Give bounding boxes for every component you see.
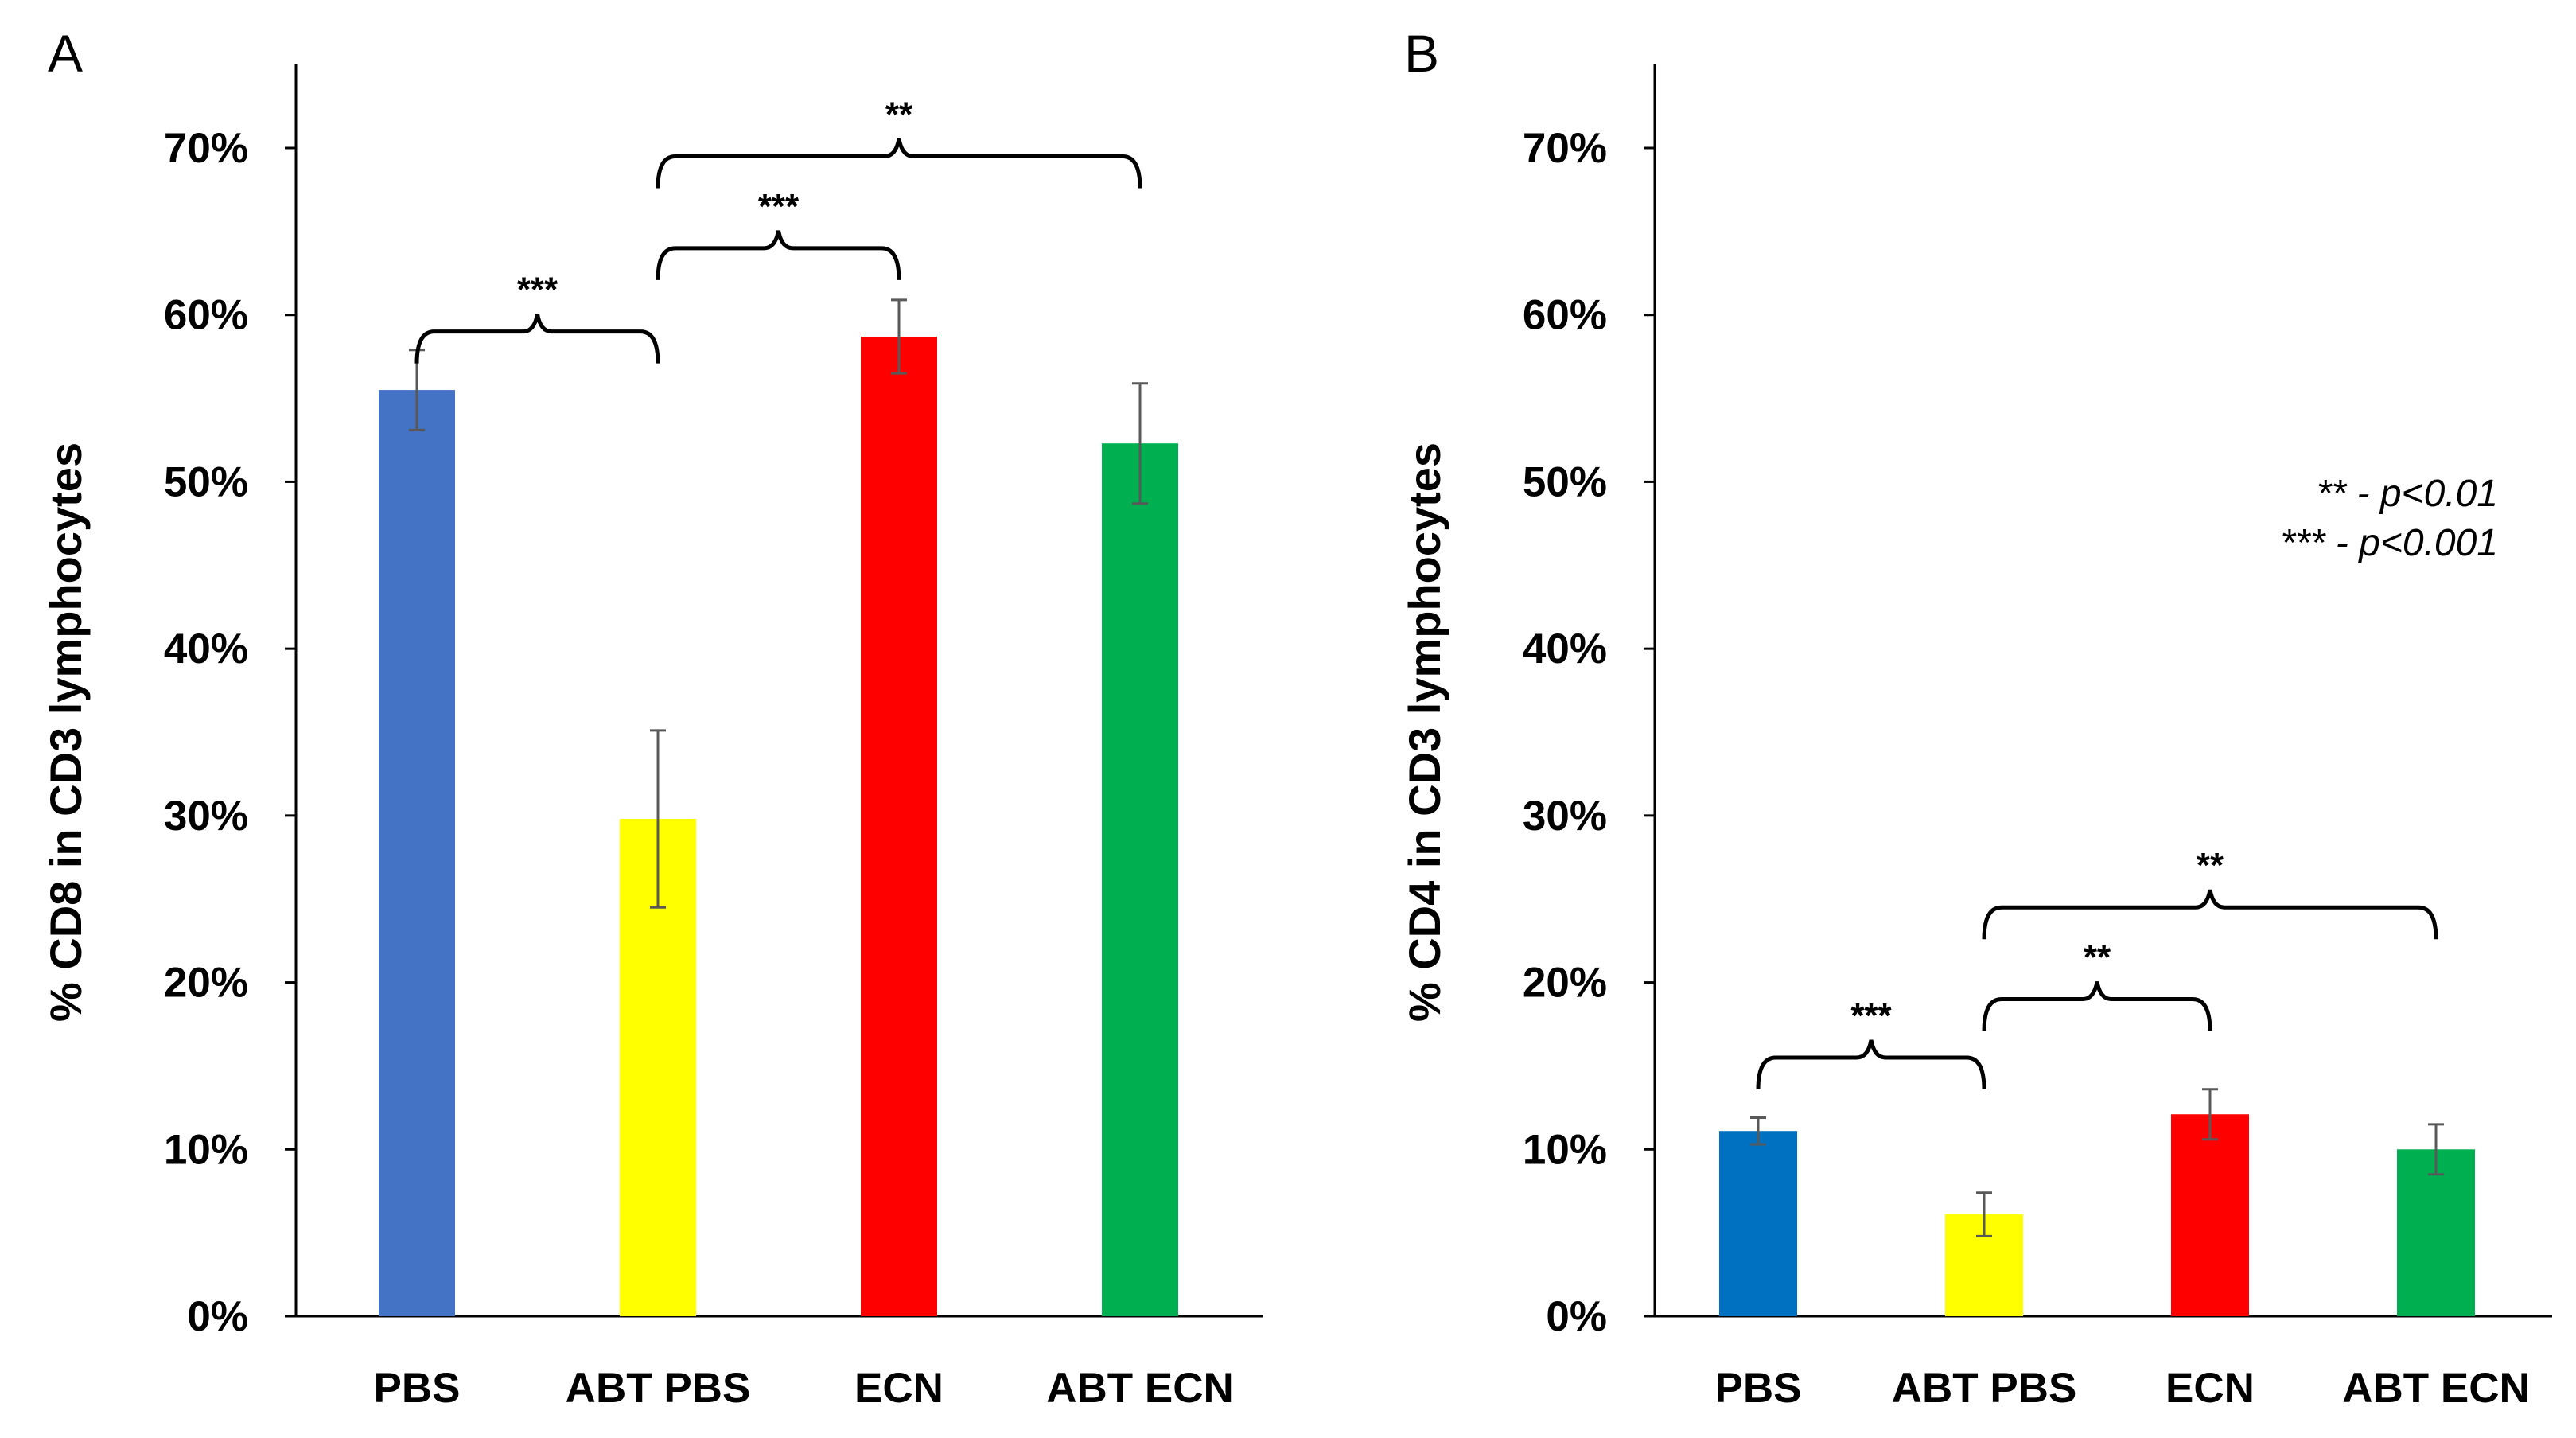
panel-a-bar-abt-ecn bbox=[1102, 443, 1178, 1316]
panel-a-y-tick-label: 30% bbox=[164, 793, 248, 840]
panel-b-legend-entry: ** - p<0.01 bbox=[2317, 473, 2498, 515]
panel-b-category-label: ABT PBS bbox=[1892, 1365, 2077, 1412]
panel-b-y-tick-label: 20% bbox=[1523, 960, 1607, 1007]
panel-b-significance-label: *** bbox=[1850, 996, 1892, 1035]
panel-b-y-axis-label: % CD4 in CD3 lymphocytes bbox=[1399, 442, 1449, 1022]
panel-a-y-tick-label: 0% bbox=[187, 1293, 248, 1340]
panel-b-bar-pbs bbox=[1719, 1131, 1797, 1316]
panel-b-y-tick-label: 30% bbox=[1523, 793, 1607, 840]
panel-a-y-tick-label: 50% bbox=[164, 458, 248, 505]
panel-a-bar-ecn bbox=[861, 336, 937, 1316]
panel-a-significance-bracket bbox=[656, 138, 1142, 189]
panel-a-significance-bracket bbox=[656, 230, 901, 280]
panel-b-category-label: ECN bbox=[2165, 1365, 2255, 1412]
panel-b-significance-label: ** bbox=[2084, 938, 2111, 977]
panel-a-significance-label: *** bbox=[517, 271, 558, 310]
panel-b-y-tick-label: 40% bbox=[1523, 625, 1607, 672]
panel-a-significance-label: *** bbox=[758, 187, 800, 226]
panel-a-significance-label: ** bbox=[885, 95, 913, 134]
panel-b-y-tick-label: 0% bbox=[1546, 1293, 1607, 1340]
panel-b-significance-bracket bbox=[1756, 1039, 1986, 1089]
panel-a-y-tick-label: 10% bbox=[164, 1126, 248, 1173]
panel-b-significance-bracket bbox=[1982, 981, 2212, 1031]
panel-a-y-tick-label: 40% bbox=[164, 625, 248, 672]
panel-a-category-label: ABT PBS bbox=[566, 1365, 751, 1412]
panel-b-significance-label: ** bbox=[2197, 846, 2224, 885]
panel-a-category-label: ABT ECN bbox=[1046, 1365, 1234, 1412]
panel-b-category-label: PBS bbox=[1715, 1365, 1802, 1412]
panel-b-y-tick-label: 50% bbox=[1523, 458, 1607, 505]
panel-a-bar-pbs bbox=[379, 390, 455, 1317]
panel-b-legend-entry: *** - p<0.001 bbox=[2280, 522, 2498, 564]
panel-b-significance-bracket bbox=[1982, 889, 2438, 940]
panel-a-label: A bbox=[48, 24, 83, 83]
panel-b-category-label: ABT ECN bbox=[2342, 1365, 2530, 1412]
panel-a-significance-bracket bbox=[414, 314, 660, 364]
panel-a-y-tick-label: 20% bbox=[164, 960, 248, 1007]
panel-b-label: B bbox=[1404, 24, 1439, 83]
panel-a-category-label: ECN bbox=[854, 1365, 944, 1412]
panel-b-y-tick-label: 70% bbox=[1523, 125, 1607, 172]
panel-a-y-tick-label: 60% bbox=[164, 292, 248, 339]
panel-a-y-tick-label: 70% bbox=[164, 125, 248, 172]
panel-b-y-tick-label: 60% bbox=[1523, 292, 1607, 339]
panel-a-category-label: PBS bbox=[374, 1365, 461, 1412]
panel-b-bar-abt-ecn bbox=[2397, 1149, 2475, 1316]
panel-b-bar-ecn bbox=[2171, 1114, 2249, 1316]
panel-a-y-axis-label: % CD8 in CD3 lymphocytes bbox=[41, 442, 91, 1022]
panel-b-y-tick-label: 10% bbox=[1523, 1126, 1607, 1173]
